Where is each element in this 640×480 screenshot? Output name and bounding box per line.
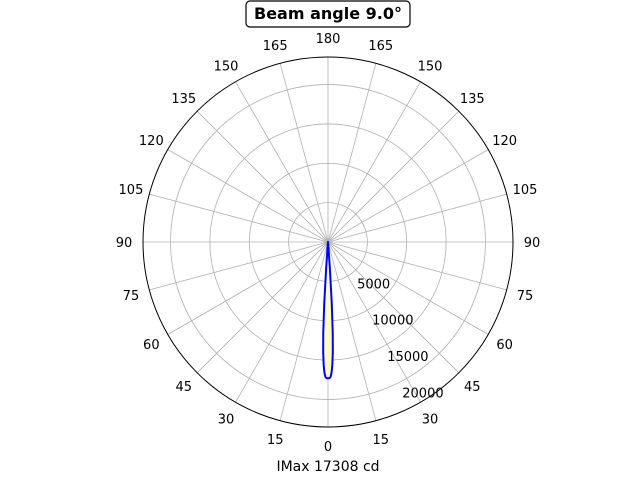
outer-frame xyxy=(142,56,514,428)
title-box: Beam angle 9.0° xyxy=(245,0,411,28)
angle-tick-labels: 0 15 30 45 60 75 90 105 120 135 150 165 180 165 150 135… xyxy=(116,32,541,455)
series-fill-0 xyxy=(323,242,333,379)
angle-tick-label: 75 xyxy=(517,289,534,304)
angle-tick-label: 165 xyxy=(263,39,288,54)
series-line-0 xyxy=(322,241,334,380)
angle-tick-label: 120 xyxy=(492,134,517,149)
angle-tick-label: 60 xyxy=(143,338,160,353)
grid-spoke-5 xyxy=(327,241,507,291)
grid-spoke-16 xyxy=(167,149,329,243)
angle-tick-label: 90 xyxy=(116,236,133,251)
angle-tick-label: 180 xyxy=(316,32,341,47)
x-axis-label: IMax 17308 cd xyxy=(276,459,379,475)
series-layer xyxy=(322,241,334,380)
angle-tick-label: 105 xyxy=(119,183,144,198)
angle-tick-label: 150 xyxy=(214,59,239,74)
angle-tick-label: 15 xyxy=(373,433,390,448)
angle-tick-label: 105 xyxy=(513,183,538,198)
angle-tick-label: 30 xyxy=(218,413,235,428)
angle-tick-label: 165 xyxy=(368,39,393,54)
radial-tick-label: 15000 xyxy=(387,350,428,365)
angle-tick-label: 45 xyxy=(464,380,481,395)
chart-title: Beam angle 9.0° xyxy=(254,4,402,23)
radial-tick-label: 10000 xyxy=(372,314,413,329)
angle-tick-label: 15 xyxy=(267,433,284,448)
grid-spoke-23 xyxy=(279,241,329,421)
grid-spoke-13 xyxy=(279,63,329,243)
grid-spoke-8 xyxy=(327,149,489,243)
angle-tick-label: 45 xyxy=(175,380,192,395)
grid-spoke-4 xyxy=(327,241,489,335)
grid-spoke-7 xyxy=(327,193,507,243)
grid-spoke-11 xyxy=(327,63,377,243)
angle-tick-label: 30 xyxy=(422,413,439,428)
angle-tick-label: 150 xyxy=(418,59,443,74)
angle-tick-label: 0 xyxy=(324,440,332,455)
angle-tick-label: 90 xyxy=(524,236,541,251)
radial-tick-labels: 5000 10000 15000 20000 xyxy=(357,277,444,401)
grid-spoke-17 xyxy=(149,193,329,243)
grid-spoke-14 xyxy=(235,81,329,243)
grid-spoke-22 xyxy=(235,241,329,403)
angle-tick-label: 135 xyxy=(460,92,485,107)
radial-tick-label: 5000 xyxy=(357,277,390,292)
grid-spoke-3 xyxy=(327,241,460,374)
grid-spoke-2 xyxy=(327,241,421,403)
radial-tick-label: 20000 xyxy=(402,386,443,401)
grid-spoke-21 xyxy=(196,241,329,374)
grid-spoke-9 xyxy=(327,110,460,243)
grid-spoke-20 xyxy=(167,241,329,335)
angle-tick-label: 60 xyxy=(496,338,513,353)
grid-spoke-15 xyxy=(196,110,329,243)
grid-spoke-1 xyxy=(327,241,377,421)
grid-spoke-19 xyxy=(149,241,329,291)
angle-tick-label: 135 xyxy=(171,92,196,107)
angle-tick-label: 75 xyxy=(123,289,140,304)
grid-layer xyxy=(143,57,513,427)
grid-spoke-10 xyxy=(327,81,421,243)
angle-tick-label: 120 xyxy=(139,134,164,149)
